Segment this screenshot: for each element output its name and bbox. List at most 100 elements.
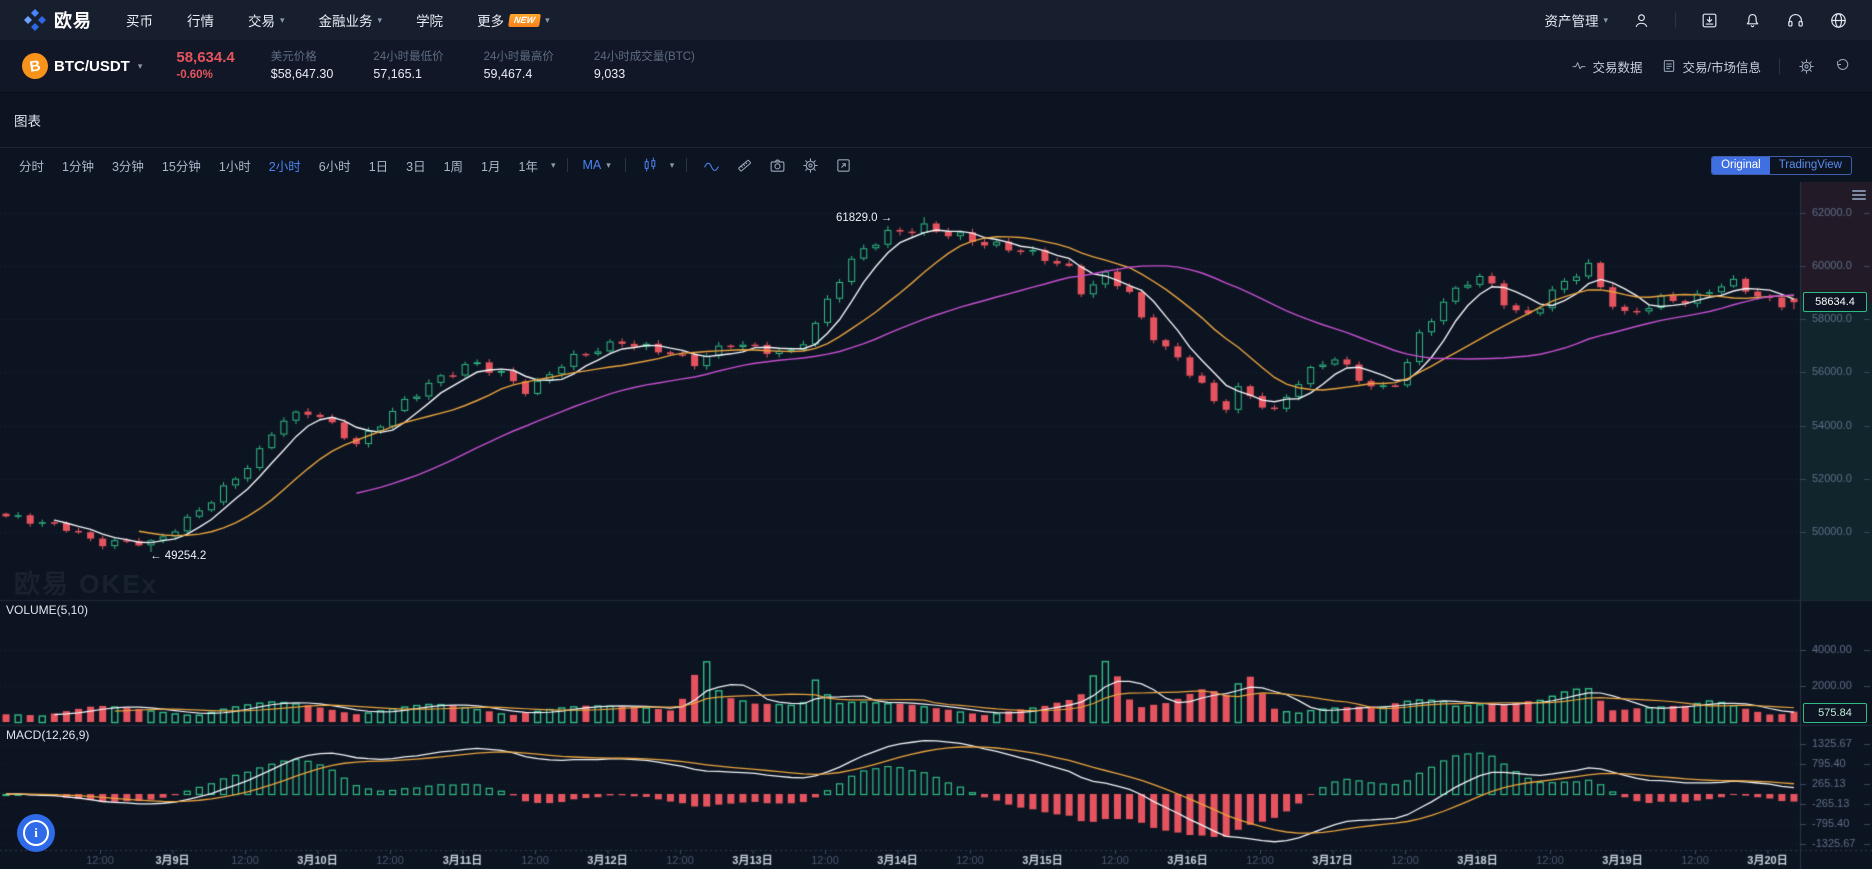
nav-item-label: 更多 xyxy=(477,14,505,29)
info-button[interactable]: i xyxy=(17,814,55,852)
chevron-down-icon: ▾ xyxy=(1603,14,1608,25)
globe-icon[interactable] xyxy=(1829,11,1848,30)
nav-item-3[interactable]: 金融业务 ▾ xyxy=(319,10,383,30)
timeframe-1年[interactable]: 1年 xyxy=(518,159,538,174)
axis-menu-icon[interactable] xyxy=(1852,188,1866,202)
chevron-down-icon: ▾ xyxy=(606,159,611,170)
timeframe-15分钟[interactable]: 15分钟 xyxy=(161,159,201,174)
stat-label: 24小时成交量(BTC) xyxy=(593,50,695,63)
pulse-icon xyxy=(1572,62,1585,70)
nav-right: 资产管理 ▾ xyxy=(1544,10,1848,30)
ma-label: MA xyxy=(582,158,602,172)
stat-label: 美元价格 xyxy=(270,50,317,63)
market-info-label: 交易/市场信息 xyxy=(1682,60,1761,75)
panel-title: 图表 xyxy=(14,114,41,129)
timeframe-1月[interactable]: 1月 xyxy=(481,159,501,174)
nav-item-label: 金融业务 xyxy=(318,14,373,29)
candle-style-button[interactable] xyxy=(634,157,666,173)
chart-engine-toggle: Original TradingView xyxy=(1711,155,1852,175)
stat-value: 57,165.1 xyxy=(373,67,422,82)
trade-data-link[interactable]: 交易数据 xyxy=(1571,57,1643,76)
nav-item-label: 买币 xyxy=(126,14,153,29)
timeframe-分时[interactable]: 分时 xyxy=(19,159,45,174)
info-icon: i xyxy=(23,820,49,846)
timeframe-1周[interactable]: 1周 xyxy=(443,159,464,174)
ticker-right: 交易数据 交易/市场信息 xyxy=(1571,57,1851,76)
bell-icon[interactable] xyxy=(1743,11,1762,30)
chart-toolbar: 分时 1分钟 3分钟 15分钟 1小时 2小时 6小时 1日 3日 1周 1月 1年 ▾ MA ▾ ▾… xyxy=(0,148,1872,182)
assets-menu[interactable]: 资产管理 ▾ xyxy=(1544,10,1608,30)
divider xyxy=(686,158,688,172)
trade-data-label: 交易数据 xyxy=(1592,60,1643,75)
ticker-stats: 美元价格 $58,647.30 24小时最低价 57,165.1 24小时最高价 59,4… xyxy=(271,49,695,84)
nav-item-0[interactable]: 买币 xyxy=(126,10,153,30)
ticker-stat-0: 美元价格 $58,647.30 xyxy=(271,49,334,84)
chevron-down-icon: ▾ xyxy=(137,60,143,71)
ticker-stat-2: 24小时最高价 59,467.4 xyxy=(484,49,554,84)
ma-indicator-button[interactable]: MA ▾ xyxy=(576,158,616,172)
stat-value: 59,467.4 xyxy=(483,67,533,82)
brand-name: 欧易 xyxy=(54,11,92,31)
stat-value: $58,647.30 xyxy=(270,67,334,82)
chevron-down-icon: ▾ xyxy=(545,14,550,25)
line-chart-icon[interactable] xyxy=(695,157,728,174)
timeframe-list: 分时 1分钟 3分钟 15分钟 1小时 2小时 6小时 1日 3日 1周 1月 1年 xyxy=(10,156,547,175)
chart-settings-gear-icon[interactable] xyxy=(794,157,827,174)
panel-header: 图表 xyxy=(0,92,1872,148)
chevron-down-icon: ▾ xyxy=(377,14,383,25)
okx-logo[interactable]: 欧易 xyxy=(24,7,92,33)
timeframe-6小时[interactable]: 6小时 xyxy=(318,159,351,174)
nav-item-label: 学院 xyxy=(416,14,444,29)
new-badge: NEW xyxy=(508,13,541,27)
pair-selector[interactable]: BTC/USDT ▾ xyxy=(54,58,142,75)
toggle-tradingview[interactable]: TradingView xyxy=(1778,158,1842,171)
timeframe-3日[interactable]: 3日 xyxy=(406,159,426,174)
nav-item-label: 交易 xyxy=(248,14,275,29)
timeframe-1日[interactable]: 1日 xyxy=(368,159,389,174)
timeframe-1小时[interactable]: 1小时 xyxy=(218,159,251,174)
user-icon[interactable] xyxy=(1632,11,1651,30)
change-percent: -0.60% xyxy=(176,69,213,82)
divider xyxy=(624,158,626,172)
market-info-link[interactable]: 交易/市场信息 xyxy=(1661,57,1761,76)
ticker-bar: B BTC/USDT ▾ 58,634.4 -0.60% 美元价格 $58,647… xyxy=(0,40,1872,92)
divider xyxy=(1779,58,1780,74)
nav-item-1[interactable]: 行情 xyxy=(187,10,214,30)
reset-icon[interactable] xyxy=(1833,58,1850,75)
stat-value: 9,033 xyxy=(593,67,626,82)
doc-icon xyxy=(1663,60,1674,72)
stat-label: 24小时最高价 xyxy=(483,50,554,63)
ticker-stat-1: 24小时最低价 57,165.1 xyxy=(373,49,443,84)
timeframe-3分钟[interactable]: 3分钟 xyxy=(111,159,144,174)
toggle-original[interactable]: Original xyxy=(1712,156,1770,174)
divider xyxy=(1675,12,1676,28)
headset-icon[interactable] xyxy=(1786,11,1805,30)
divider xyxy=(567,158,569,172)
download-icon[interactable] xyxy=(1700,11,1719,30)
main-menu: 买币 行情 交易 ▾ 金融业务 ▾ 学院 更多 NEW ▾ xyxy=(126,10,550,30)
nav-item-5[interactable]: 更多 NEW ▾ xyxy=(477,10,550,30)
top-nav: 欧易 买币 行情 交易 ▾ 金融业务 ▾ 学院 更多 NEW ▾ 资产管理 ▾ xyxy=(0,0,1872,40)
chevron-down-icon: ▾ xyxy=(280,14,285,25)
candle-style-chevron-icon[interactable]: ▾ xyxy=(669,159,675,170)
timeframe-2小时[interactable]: 2小时 xyxy=(268,159,301,174)
last-volume-tag: 575.84 xyxy=(1803,703,1867,723)
kline-chart-canvas[interactable] xyxy=(0,182,1872,869)
stat-label: 24小时最低价 xyxy=(373,50,444,63)
assets-label: 资产管理 xyxy=(1544,14,1599,29)
ruler-icon[interactable] xyxy=(728,157,761,174)
timeframe-more-chevron-icon[interactable]: ▾ xyxy=(550,159,556,170)
pair-name: BTC/USDT xyxy=(54,57,130,75)
fullscreen-icon[interactable] xyxy=(827,157,860,174)
nav-item-4[interactable]: 学院 xyxy=(416,10,443,30)
ticker-stat-3: 24小时成交量(BTC) 9,033 xyxy=(594,49,695,84)
camera-icon[interactable] xyxy=(761,157,794,174)
btc-coin-icon: B xyxy=(20,51,50,81)
last-price-tag: 58634.4 xyxy=(1803,292,1867,312)
gear-icon[interactable] xyxy=(1798,58,1815,75)
timeframe-1分钟[interactable]: 1分钟 xyxy=(62,159,94,174)
chart-area: 61829.0 → ← 49254.2 欧易 OKEx VOLUME(5,10)… xyxy=(0,182,1872,869)
nav-item-label: 行情 xyxy=(187,14,214,29)
nav-item-2[interactable]: 交易 ▾ xyxy=(248,10,285,30)
